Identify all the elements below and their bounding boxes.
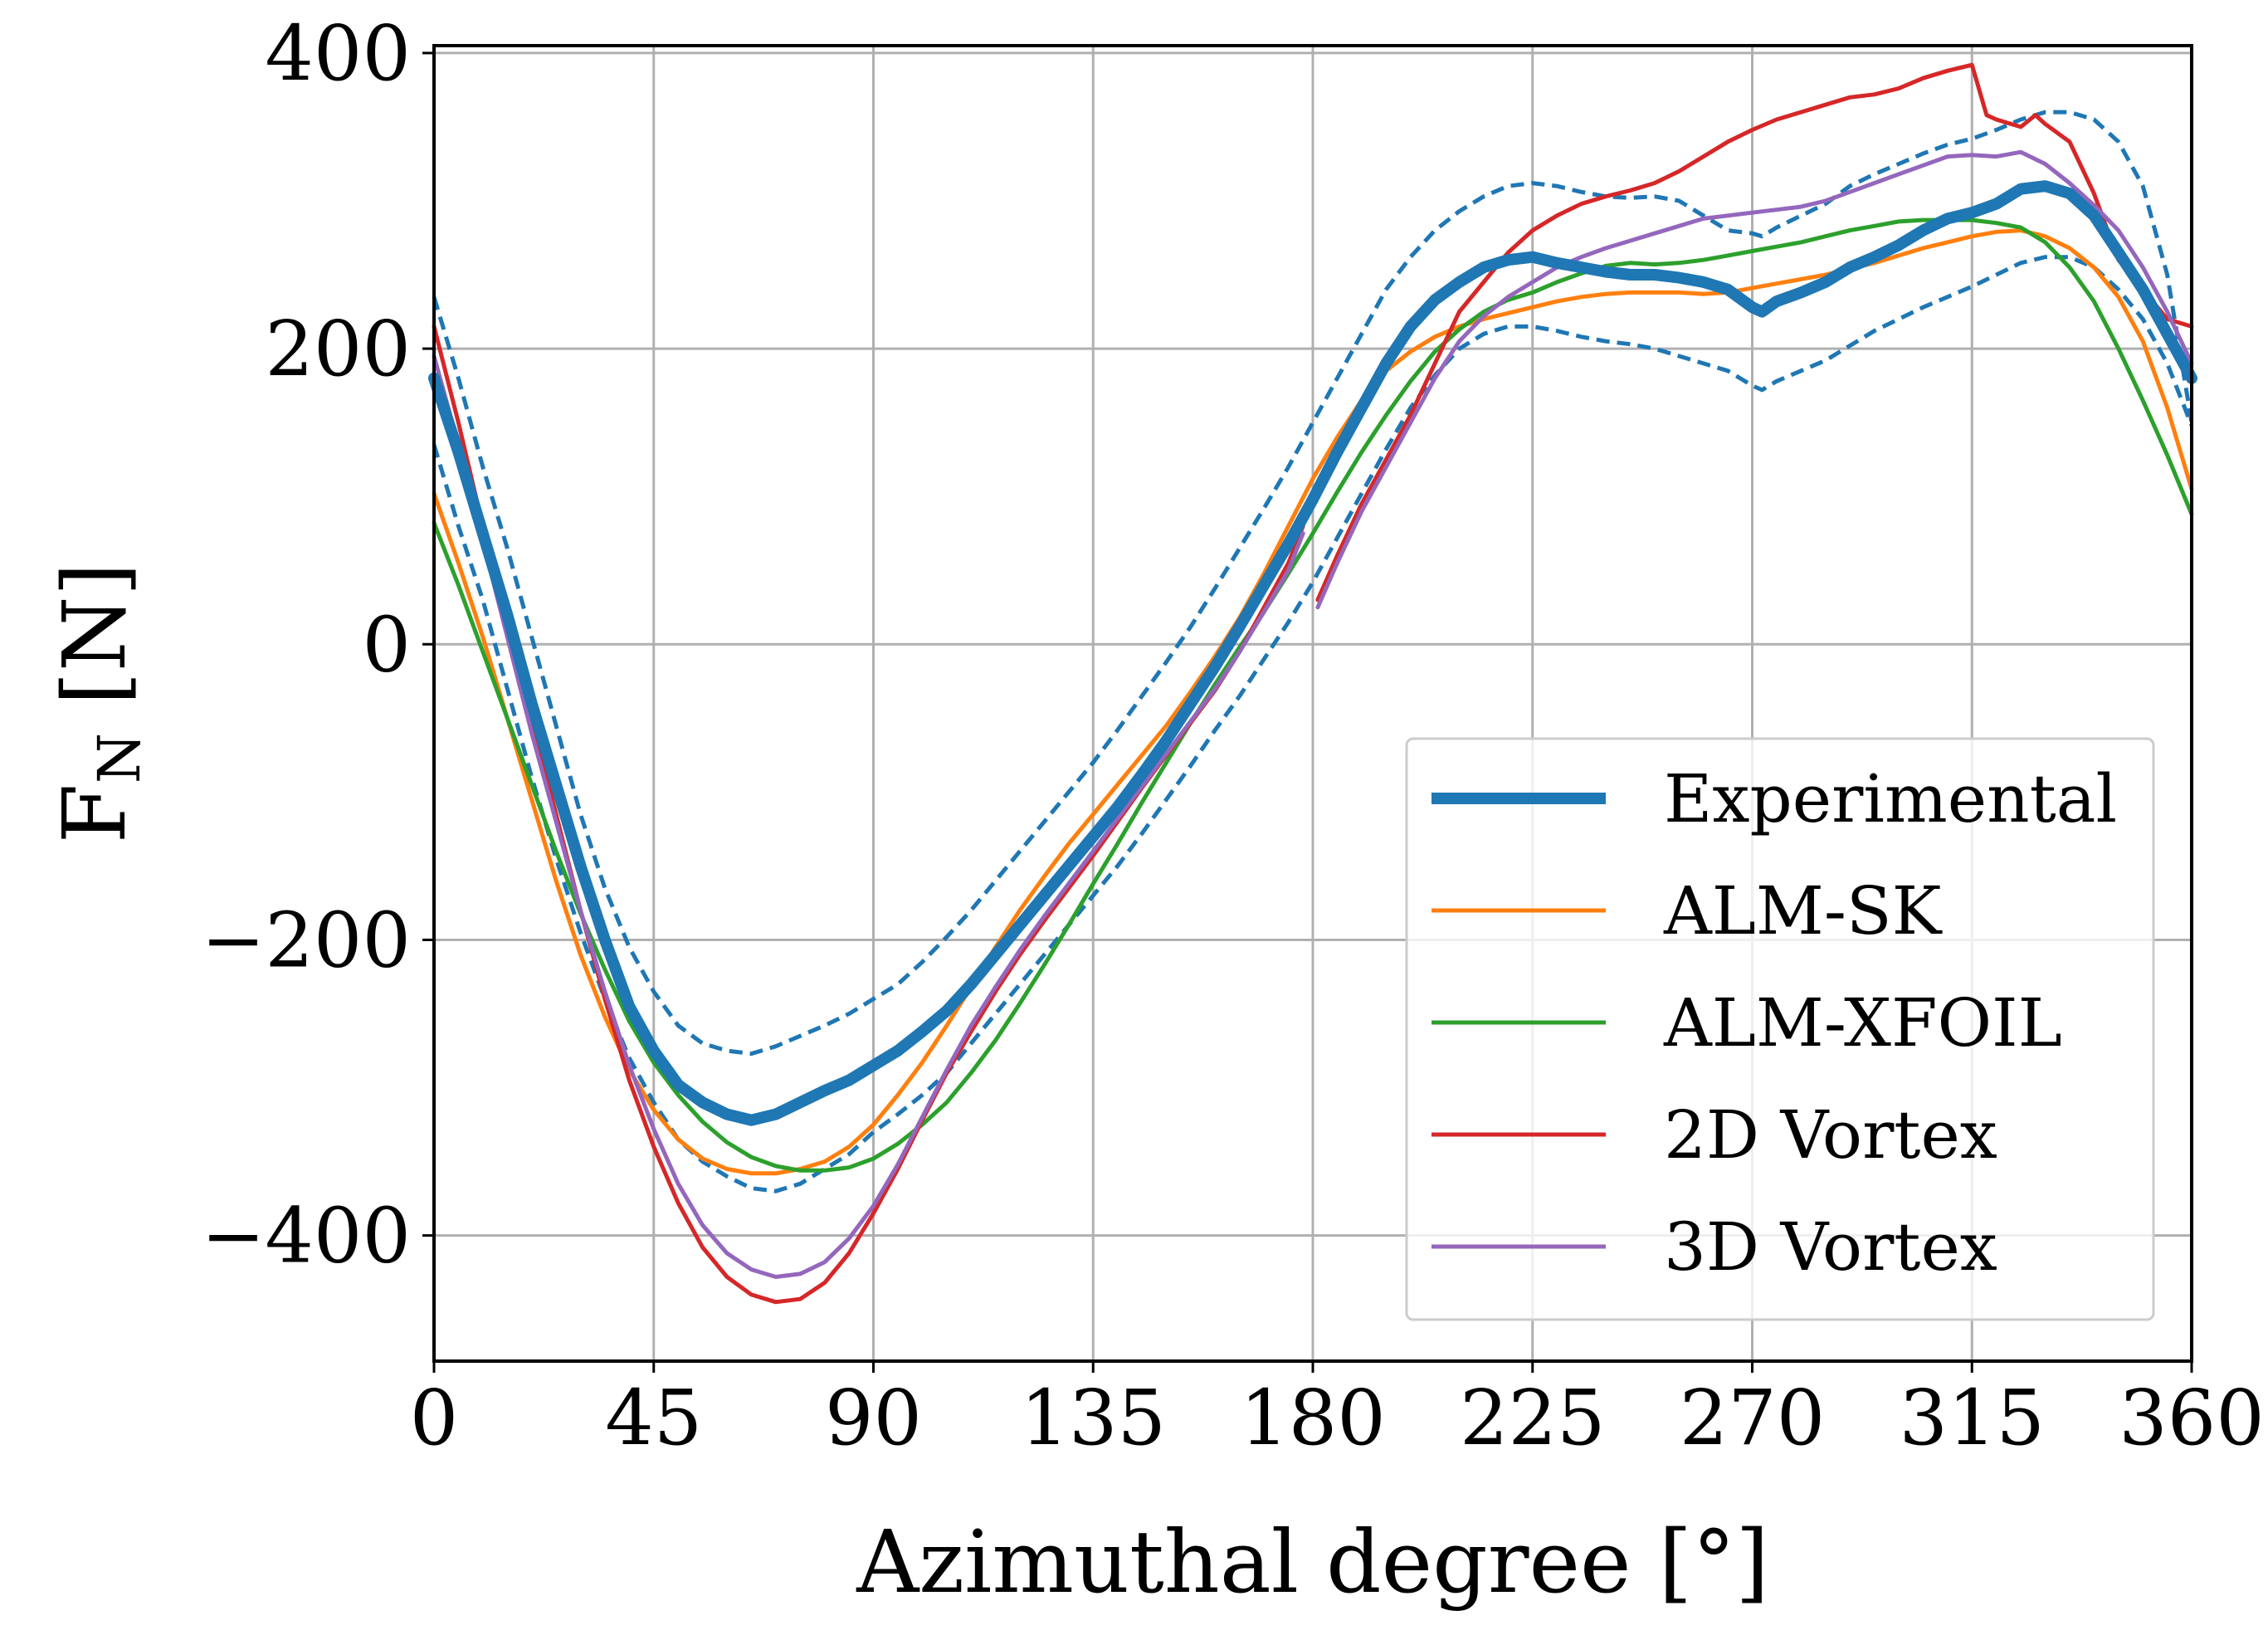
series-line-experimental xyxy=(428,180,2197,1126)
y-tick-label: 0 xyxy=(362,600,411,689)
axis-ticks: 0 45 90 135 180 225 270 315 360 −400 −200 0 200 400 xyxy=(201,9,2264,1462)
y-axis-label: FN [N] xyxy=(44,563,154,844)
series-line-experimental-lower xyxy=(432,255,2194,1193)
series-layer xyxy=(428,62,2197,1305)
x-tick-label: 270 xyxy=(1680,1374,1826,1462)
svg-text:FN [N]: FN [N] xyxy=(44,563,154,844)
y-tick-label: −200 xyxy=(201,896,411,984)
series-line-3d-vortex xyxy=(432,149,2194,1279)
x-axis-label: Azimuthal degree [°] xyxy=(856,1511,1769,1613)
x-tick-label: 135 xyxy=(1020,1374,1166,1462)
y-tick-label: 200 xyxy=(265,305,411,393)
x-tick-label: 225 xyxy=(1460,1374,1606,1462)
y-axis-label-main: F xyxy=(44,783,145,843)
x-tick-label: 180 xyxy=(1240,1374,1386,1462)
legend-label: 3D Vortex xyxy=(1664,1208,1997,1286)
y-tick-label: −400 xyxy=(201,1192,411,1281)
legend-label: Experimental xyxy=(1664,760,2117,837)
legend-label: ALM-SK xyxy=(1663,872,1943,949)
y-tick-label: 400 xyxy=(265,9,411,98)
legend-label: ALM-XFOIL xyxy=(1663,984,2062,1062)
x-tick-label: 360 xyxy=(2119,1374,2265,1462)
series-line-experimental-upper xyxy=(432,110,2194,1057)
x-tick-label: 45 xyxy=(605,1374,702,1462)
y-axis-label-unit: [N] xyxy=(44,563,145,705)
legend: Experimental ALM-SK ALM-XFOIL 2D Vortex 3D V… xyxy=(1405,737,2155,1321)
x-tick-label: 315 xyxy=(1899,1374,2045,1462)
grid xyxy=(432,46,2193,1361)
y-axis-label-spacer xyxy=(44,705,145,733)
x-tick-label: 90 xyxy=(825,1374,922,1462)
y-axis-label-sub: N xyxy=(85,733,154,783)
series-line-alm-sk xyxy=(432,228,2194,1176)
legend-box xyxy=(1405,737,2155,1321)
x-tick-label: 0 xyxy=(410,1374,459,1462)
legend-label: 2D Vortex xyxy=(1664,1096,1997,1174)
series-line-alm-xfoil xyxy=(432,217,2194,1173)
